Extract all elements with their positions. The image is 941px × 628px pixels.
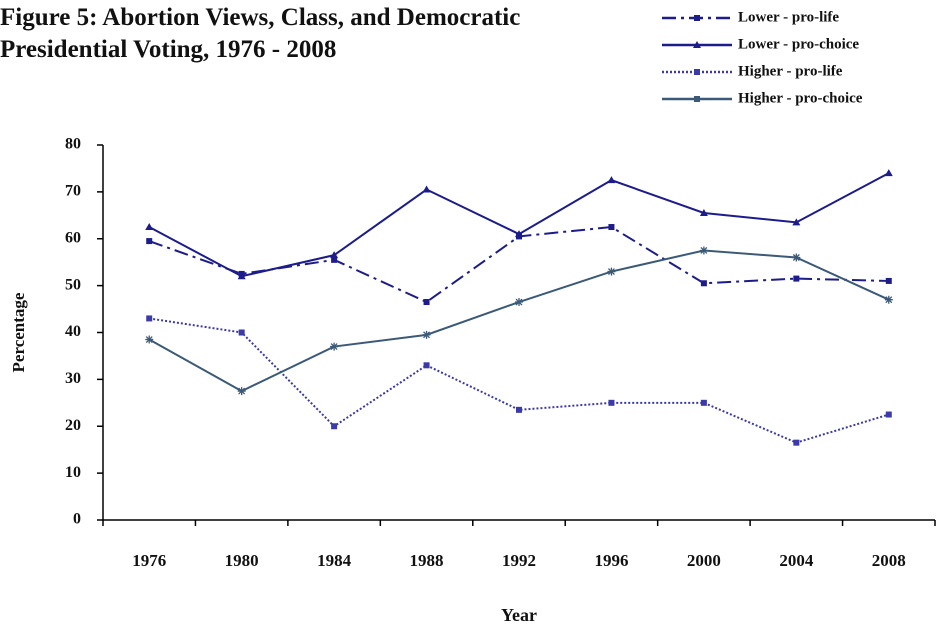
marker xyxy=(237,272,246,280)
marker xyxy=(516,406,522,413)
x-tick-label: 1980 xyxy=(225,551,259,570)
marker xyxy=(331,423,338,430)
marker xyxy=(884,295,893,304)
y-axis-label: Percentage xyxy=(9,292,28,372)
y-tick-label: 40 xyxy=(65,323,81,340)
marker xyxy=(146,238,153,245)
y-tick-label: 0 xyxy=(73,511,81,528)
marker xyxy=(423,362,430,369)
x-tick-label: 2008 xyxy=(872,551,906,570)
marker xyxy=(700,280,707,287)
marker xyxy=(608,224,615,231)
marker xyxy=(885,277,892,284)
marker xyxy=(607,267,616,276)
marker xyxy=(330,251,339,259)
marker xyxy=(331,256,338,263)
x-tick-label: 2004 xyxy=(779,551,814,570)
marker xyxy=(237,387,246,396)
marker xyxy=(607,176,616,184)
marker xyxy=(422,330,431,339)
marker xyxy=(330,342,339,351)
marker xyxy=(422,185,431,193)
legend-marker xyxy=(694,69,700,75)
marker xyxy=(793,275,800,282)
x-tick-label: 1988 xyxy=(410,551,444,570)
marker xyxy=(885,411,892,418)
marker xyxy=(884,169,893,177)
y-tick-label: 20 xyxy=(65,417,81,434)
marker xyxy=(608,399,615,406)
marker xyxy=(146,315,153,322)
y-tick-label: 50 xyxy=(65,276,81,293)
legend-marker xyxy=(694,96,700,102)
x-tick-label: 1984 xyxy=(317,551,352,570)
marker xyxy=(699,208,708,216)
x-tick-label: 1976 xyxy=(132,551,166,570)
marker xyxy=(145,223,154,231)
y-tick-label: 10 xyxy=(65,464,81,481)
y-tick-label: 60 xyxy=(65,229,81,246)
marker xyxy=(423,299,430,306)
marker xyxy=(793,439,800,446)
x-tick-label: 1992 xyxy=(502,551,536,570)
legend-label: Lower - pro-life xyxy=(738,9,839,25)
marker xyxy=(515,230,523,238)
y-tick-label: 70 xyxy=(65,183,81,200)
legend-label: Higher - pro-life xyxy=(738,63,843,79)
series-line xyxy=(148,172,890,278)
x-axis-label: Year xyxy=(501,605,537,625)
marker xyxy=(238,329,245,336)
marker xyxy=(145,335,154,344)
marker xyxy=(515,298,523,307)
chart-title: Figure 5: Abortion Views, Class, and Dem… xyxy=(0,4,521,63)
x-tick-label: 1996 xyxy=(594,551,628,570)
series-line xyxy=(149,317,890,444)
marker xyxy=(792,218,801,226)
legend-label: Higher - pro-choice xyxy=(738,90,863,106)
legend-marker xyxy=(693,41,701,48)
legend-label: Lower - pro-choice xyxy=(738,36,859,52)
marker xyxy=(699,246,708,255)
marker xyxy=(792,253,801,262)
y-tick-label: 80 xyxy=(65,136,81,153)
marker xyxy=(700,399,707,406)
legend-marker xyxy=(694,15,700,21)
x-tick-label: 2000 xyxy=(687,551,721,570)
y-tick-label: 30 xyxy=(65,370,81,387)
